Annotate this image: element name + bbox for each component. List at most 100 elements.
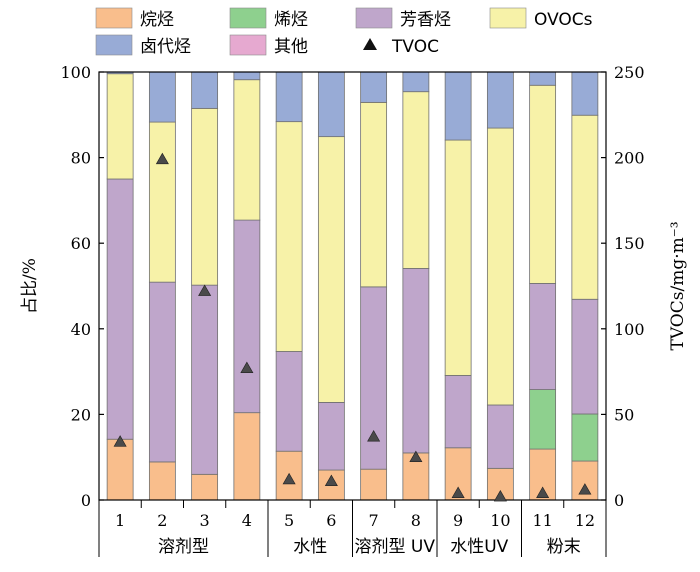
tvoc-marker-10 bbox=[493, 489, 507, 502]
y2-tick-label: 50 bbox=[614, 405, 634, 424]
x-tick-label: 2 bbox=[157, 511, 167, 530]
bar-segment-9-s3 bbox=[444, 139, 472, 376]
bar-segment-4-s0 bbox=[233, 412, 261, 501]
bar-segment-3-s0 bbox=[191, 473, 219, 501]
y-tick-label: 0 bbox=[81, 491, 91, 510]
y-tick-label: 20 bbox=[71, 405, 91, 424]
legend-swatch bbox=[229, 7, 267, 29]
bars bbox=[106, 71, 599, 501]
bar-segment-2-s0 bbox=[148, 461, 176, 501]
bar-segment-11-s1 bbox=[529, 389, 557, 450]
bar-segment-10-s2 bbox=[486, 404, 514, 469]
bar-segment-7-s4 bbox=[360, 71, 388, 103]
tvoc-marker-6 bbox=[324, 474, 338, 486]
group-label: 粉末 bbox=[547, 537, 581, 557]
tvoc-marker-12 bbox=[578, 483, 592, 495]
y2-tick-label: 200 bbox=[614, 149, 645, 168]
group-label: 水性UV bbox=[450, 537, 508, 557]
bar-segment-12-s1 bbox=[571, 413, 599, 462]
x-tick-label: 11 bbox=[532, 511, 552, 530]
tvoc-marker-9 bbox=[451, 486, 465, 498]
x-tick-label: 6 bbox=[326, 511, 336, 530]
x-tick-label: 9 bbox=[453, 511, 463, 530]
bar-segment-6-s2 bbox=[317, 402, 345, 471]
x-tick-label: 1 bbox=[115, 511, 125, 530]
bar-segment-9-s4 bbox=[444, 71, 472, 141]
legend-label: 其他 bbox=[274, 37, 308, 57]
x-tick-label: 12 bbox=[575, 511, 595, 530]
x-tick-label: 10 bbox=[490, 511, 510, 530]
bar-segment-6-s4 bbox=[317, 71, 345, 138]
y-tick-label: 40 bbox=[71, 320, 91, 339]
bar-segment-8-s4 bbox=[402, 71, 430, 93]
bar-segment-2-s4 bbox=[148, 71, 176, 123]
bar-segment-12-s2 bbox=[571, 298, 599, 415]
bar-segment-4-s3 bbox=[233, 79, 261, 221]
bar-segment-9-s2 bbox=[444, 375, 472, 449]
group-label: 溶剂型 bbox=[158, 537, 209, 557]
y2-tick-label: 250 bbox=[614, 63, 645, 82]
tvoc-markers bbox=[113, 152, 592, 502]
legend-swatch bbox=[355, 7, 393, 29]
tvoc-marker-2 bbox=[155, 152, 169, 165]
bar-segment-8-s2 bbox=[402, 268, 430, 454]
x-tick-label: 7 bbox=[369, 511, 379, 530]
bar-segment-4-s2 bbox=[233, 219, 261, 414]
bar-segment-7-s3 bbox=[360, 101, 388, 288]
bar-segment-3-s3 bbox=[191, 107, 219, 286]
bar-segment-12-s3 bbox=[571, 114, 599, 300]
tvoc-marker-5 bbox=[282, 472, 296, 485]
group-label: 水性 bbox=[293, 537, 327, 557]
legend-tvoc-marker bbox=[363, 38, 377, 50]
legend-swatch bbox=[95, 7, 133, 29]
legend: 烷烃 烯烃 芳香烃 OVOCs 卤代烃 其他 TVOC bbox=[95, 7, 593, 57]
bar-segment-10-s3 bbox=[486, 127, 514, 406]
x-tick-label: 3 bbox=[200, 511, 210, 530]
bar-segment-12-s4 bbox=[571, 71, 599, 116]
legend-label: TVOC bbox=[391, 37, 439, 57]
bar-segment-10-s4 bbox=[486, 71, 514, 129]
legend-swatch bbox=[489, 7, 527, 29]
tvoc-marker-11 bbox=[536, 486, 550, 498]
bar-segment-5-s4 bbox=[275, 71, 303, 123]
bar-segment-11-s4 bbox=[529, 71, 557, 86]
tvoc-marker-7 bbox=[367, 430, 381, 442]
x-tick-label: 5 bbox=[284, 511, 294, 530]
bar-segment-3-s2 bbox=[191, 284, 219, 475]
legend-swatch bbox=[229, 34, 267, 56]
bar-segment-1-s2 bbox=[106, 178, 134, 440]
bar-segment-11-s2 bbox=[529, 283, 557, 390]
x-tick-label: 4 bbox=[242, 511, 252, 530]
legend-label: 芳香烃 bbox=[400, 10, 451, 30]
bar-segment-8-s3 bbox=[402, 91, 430, 269]
bar-segment-1-s0 bbox=[106, 438, 134, 501]
bar-segment-7-s2 bbox=[360, 286, 388, 470]
y-tick-label: 100 bbox=[60, 63, 91, 82]
y2-tick-label: 100 bbox=[614, 320, 645, 339]
y-axis-title: 占比/% bbox=[20, 258, 40, 314]
bar-segment-11-s3 bbox=[529, 84, 557, 284]
legend-label: 卤代烃 bbox=[140, 37, 191, 57]
bar-segment-5-s2 bbox=[275, 351, 303, 452]
bar-segment-7-s0 bbox=[360, 468, 388, 501]
bar-segment-2-s2 bbox=[148, 281, 176, 463]
legend-swatch bbox=[95, 34, 133, 56]
tvoc-marker-3 bbox=[198, 284, 212, 296]
tvoc-marker-8 bbox=[409, 450, 423, 463]
legend-label: 烯烃 bbox=[274, 10, 308, 30]
group-label: 溶剂型 UV bbox=[355, 537, 436, 557]
tvoc-marker-1 bbox=[113, 435, 127, 447]
bar-segment-4-s4 bbox=[233, 71, 261, 81]
y-tick-label: 80 bbox=[71, 149, 91, 168]
y2-tick-label: 150 bbox=[614, 234, 645, 253]
y2-tick-label: 0 bbox=[614, 491, 624, 510]
bar-segment-3-s4 bbox=[191, 71, 219, 109]
y-tick-label: 60 bbox=[71, 234, 91, 253]
y2-axis-title: TVOCs/mg·m⁻³ bbox=[668, 221, 688, 350]
tvoc-marker-4 bbox=[240, 361, 254, 373]
x-tick-label: 8 bbox=[411, 511, 421, 530]
bar-segment-2-s3 bbox=[148, 121, 176, 283]
legend-label: OVOCs bbox=[534, 10, 593, 30]
